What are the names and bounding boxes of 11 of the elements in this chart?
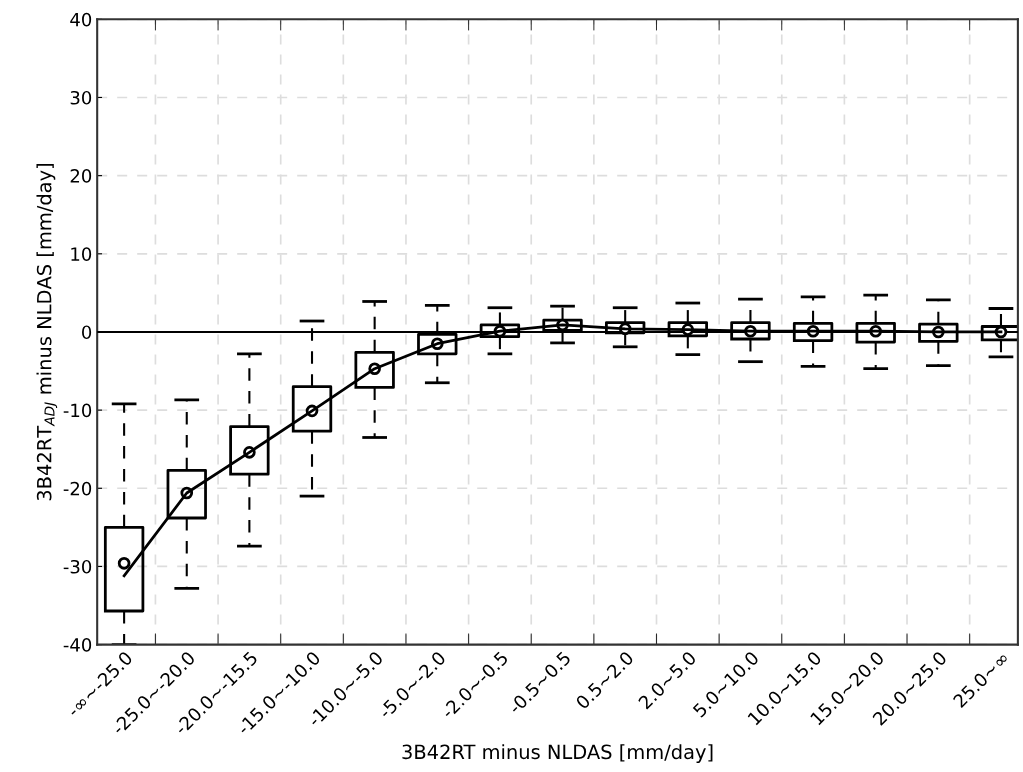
y-tick-label: 40 xyxy=(70,12,92,27)
y-tick-label: -10 xyxy=(63,403,92,418)
y-tick-label: 0 xyxy=(82,325,92,340)
y-tick-label: -20 xyxy=(63,481,92,496)
x-axis-title: 3B42RT minus NLDAS [mm/day] xyxy=(402,744,713,763)
y-axis-title: 3B42RT$_{ADJ}$ minus NLDAS [mm/day] xyxy=(36,163,58,501)
y-tick-label: 10 xyxy=(71,247,92,261)
y-tick-label: -30 xyxy=(63,559,92,574)
y-tick-label: -40 xyxy=(63,638,92,652)
y-tick-label: 30 xyxy=(70,90,92,105)
y-tick-label: 20 xyxy=(70,169,92,183)
